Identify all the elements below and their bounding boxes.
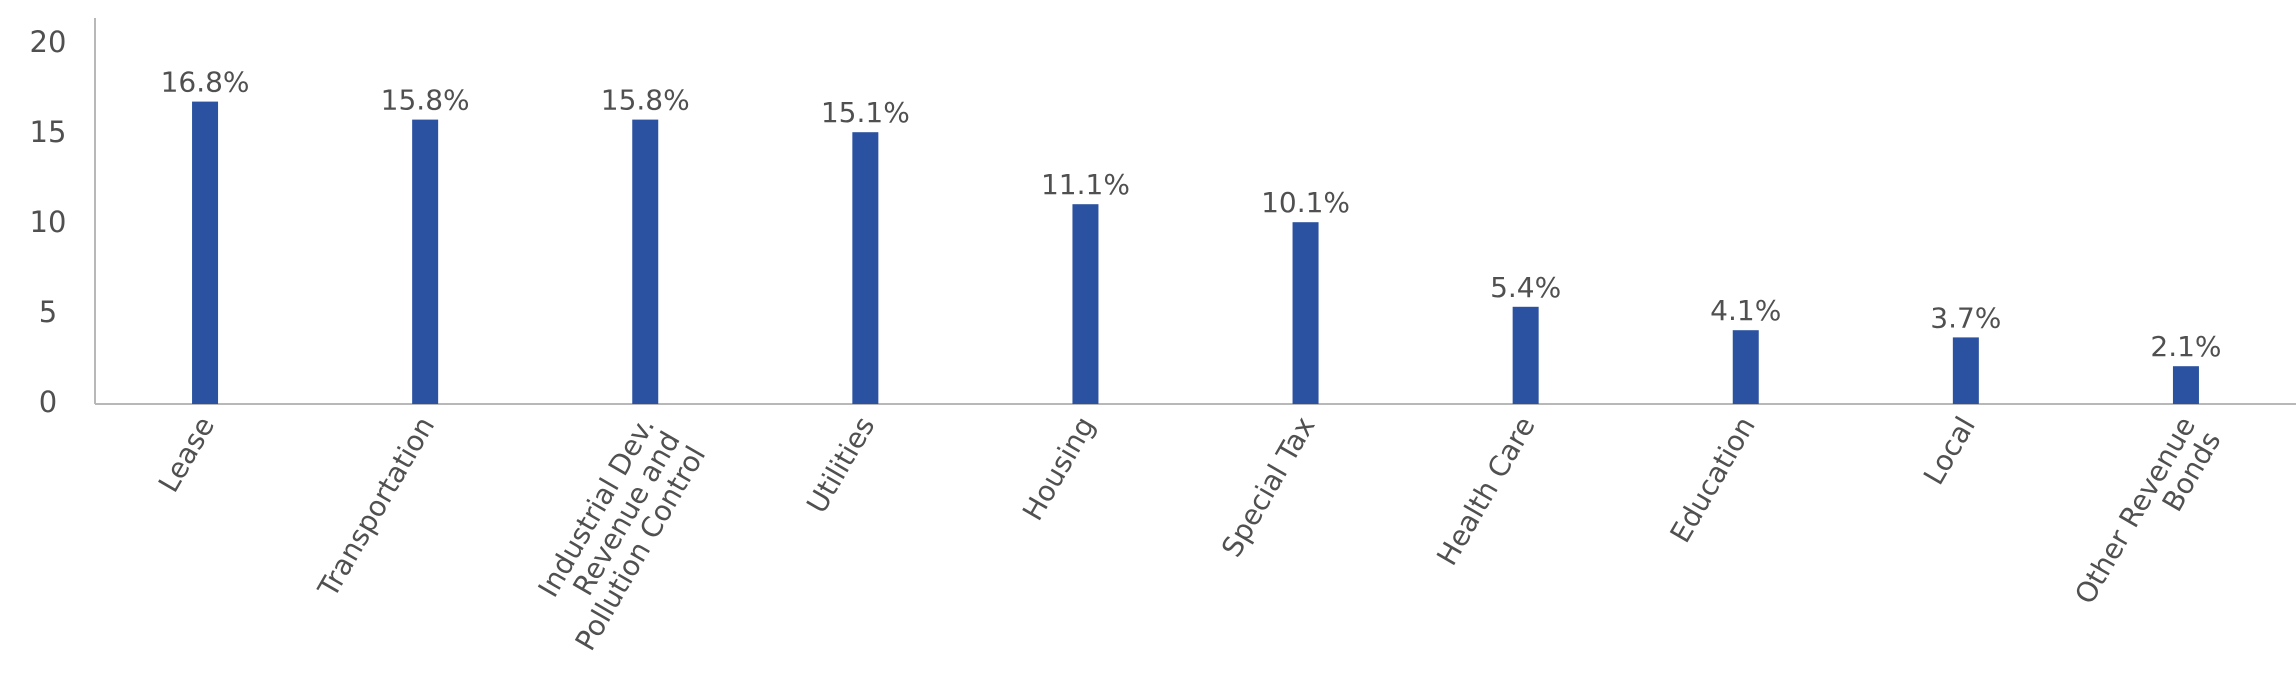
- bar: [2172, 366, 2199, 404]
- x-tick-label: Utilities: [800, 411, 881, 519]
- y-tick-label: 15: [30, 115, 67, 149]
- x-tick-label: Special Tax: [1215, 411, 1322, 563]
- value-label: 4.1%: [1710, 294, 1781, 327]
- bar: [412, 119, 439, 404]
- value-label: 3.7%: [1930, 301, 2001, 334]
- bar: [1512, 306, 1539, 404]
- y-tick-label: 5: [39, 295, 57, 329]
- y-tick-label: 0: [39, 385, 57, 419]
- value-label: 15.8%: [381, 84, 470, 117]
- bar: [1292, 222, 1319, 404]
- x-tick-label: Health Care: [1430, 411, 1541, 571]
- value-label: 10.1%: [1261, 186, 1350, 219]
- x-tick-label: Housing: [1016, 411, 1101, 526]
- bar: [1072, 204, 1099, 404]
- value-label: 15.8%: [601, 84, 690, 117]
- x-tick-label: Lease: [152, 411, 221, 498]
- bar: [1732, 330, 1759, 404]
- bar: [1952, 337, 1979, 404]
- y-tick-label: 10: [30, 205, 67, 239]
- y-tick-label: 20: [30, 25, 67, 59]
- value-label: 5.4%: [1490, 271, 1561, 304]
- bar: [852, 132, 879, 404]
- value-label: 11.1%: [1041, 168, 1130, 201]
- value-label: 15.1%: [821, 96, 910, 129]
- x-tick-label: Industrial Dev.Revenue andPollution Cont…: [518, 411, 713, 656]
- x-tick-label: Transportation: [311, 411, 441, 603]
- x-tick-label: Local: [1917, 411, 1982, 490]
- bar: [632, 119, 659, 404]
- x-tick-label: Other RevenueBonds: [2068, 411, 2227, 624]
- bar: [192, 101, 219, 404]
- value-label: 2.1%: [2150, 330, 2221, 363]
- value-label: 16.8%: [161, 66, 250, 99]
- x-tick-label: Education: [1664, 411, 1762, 548]
